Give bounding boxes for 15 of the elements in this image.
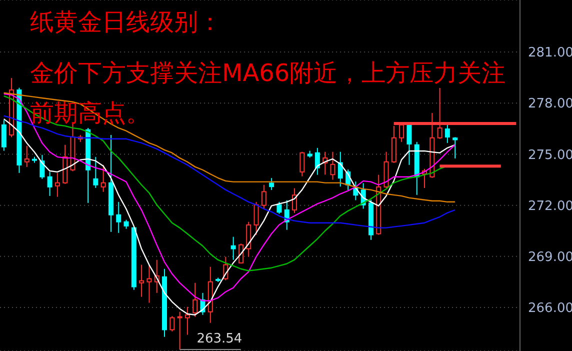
candlestick xyxy=(314,147,320,176)
candlestick xyxy=(116,201,122,234)
candlestick xyxy=(54,172,60,198)
candlestick xyxy=(47,171,52,196)
candlestick xyxy=(162,268,167,338)
candlestick xyxy=(100,164,106,192)
candlestick xyxy=(24,145,30,168)
candlestick xyxy=(108,134,114,232)
annotation: 263.54 xyxy=(196,331,242,346)
candlestick xyxy=(146,264,152,304)
candlestick xyxy=(330,151,336,180)
candlestick xyxy=(208,266,213,324)
candlestick xyxy=(230,236,236,260)
chart-title: 纸黄金日线级别： xyxy=(30,7,222,37)
candlestick xyxy=(139,264,144,298)
